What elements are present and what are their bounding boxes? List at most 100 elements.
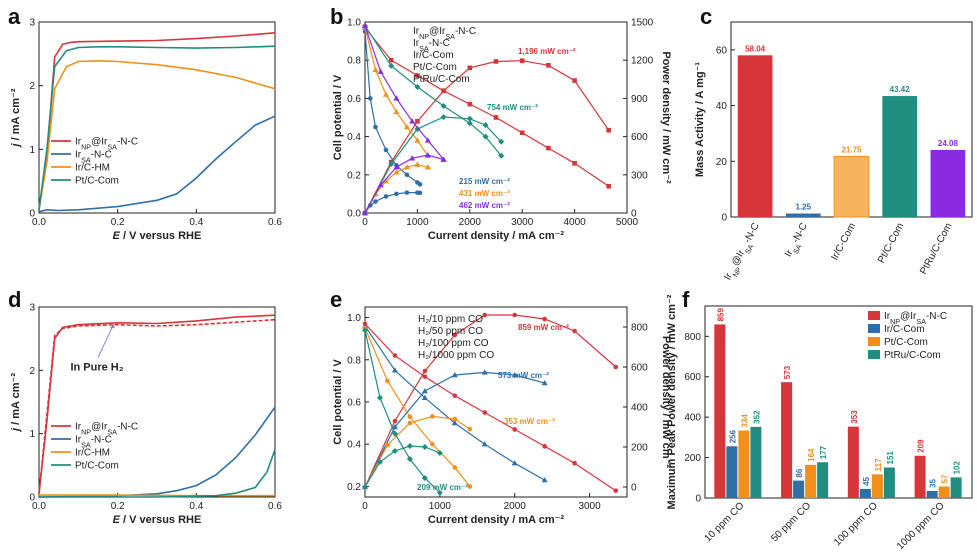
panel-b-power-point [572, 78, 577, 83]
panel-a-legend-label: IrNP@IrSA-N-C [75, 137, 138, 152]
panel-b-annotation: 215 mW cm⁻² [459, 177, 510, 186]
panel-f-category-label: 50 ppm CO [769, 500, 813, 544]
panel-d-ytick-label: 0 [29, 493, 35, 504]
panel-e-annotation: 573 mW cm⁻² [498, 371, 549, 380]
panel-e-y2tick-label: 800 [631, 323, 648, 334]
panel-f-legend-label: Ir/C-Com [884, 324, 925, 335]
panel-f-category-label: 10 ppm CO [703, 500, 747, 544]
panel-b-ytick-label: 1.0 [347, 18, 361, 29]
panel-e-power-point [385, 442, 390, 448]
panel-b-ytick-label: 0.0 [347, 209, 361, 220]
panel-b-xlabel: Current density / mA cm⁻² [428, 230, 565, 242]
panel-b-y2tick-label: 1500 [631, 18, 654, 29]
panel-e-voltage-point [481, 441, 488, 447]
panel-c-bar [737, 55, 773, 218]
panel-e-voltage-point [391, 430, 398, 437]
panel-e-power-point [613, 364, 619, 370]
panel-b-legend-label: IrSA-N-C [413, 38, 450, 53]
panel-b-voltage-point [606, 183, 611, 189]
panel-f-bar [914, 455, 926, 498]
panel-a-ytick-label: 1 [29, 145, 35, 156]
panel-b-power-point [403, 164, 410, 170]
panel-e-power-point [430, 414, 435, 419]
panel-f-bar [793, 480, 805, 498]
panel-b-voltage-point [414, 83, 421, 90]
panel-b-y2tick-label: 600 [631, 132, 648, 143]
panel-f-ytick-label: 0 [695, 494, 701, 505]
panel-b-voltage-ptru-c-com [364, 25, 445, 160]
panel-b-power-point [440, 113, 447, 120]
panel-b-power-point [409, 155, 416, 161]
panel-e-annotation: 353 mW cm⁻² [504, 417, 555, 426]
panel-f-bar [738, 430, 750, 498]
panel-b-power-point [466, 115, 473, 122]
panel-f-legend-label: PtRu/C-Com [884, 350, 941, 361]
panel-b-power-point [394, 191, 399, 197]
panel-f-ytick-label: 600 [684, 372, 701, 383]
panel-f-bar [847, 426, 859, 498]
panel-c-bar-label: 58.04 [745, 44, 766, 53]
panel-b-power-point [377, 181, 384, 188]
panel-e-voltage-point [392, 353, 398, 358]
panel-f-bar-label: 45 [862, 476, 871, 485]
panel-b-voltage-point [372, 66, 379, 72]
panel-c-ytick-label: 0 [721, 213, 727, 224]
panel-e-power-point [436, 450, 443, 456]
panel-e-voltage-point [385, 378, 390, 384]
panel-d-annotation-arrow [97, 323, 115, 358]
panel-c: c 0 20 40 60 58.04 IrNP@IrSA-N-C 1.25 IrSA-N-C 21… [694, 4, 973, 282]
panel-b-voltage-point [424, 137, 431, 143]
panel-f-legend-label: Pt/C-Com [884, 337, 928, 348]
panel-e-power-point [451, 372, 458, 378]
panel-b-y2tick-label: 300 [631, 170, 648, 181]
panel-f-bar-label: 573 [783, 365, 792, 379]
panel-b-ytick-label: 0.4 [347, 132, 361, 143]
panel-b-power-point [404, 190, 410, 195]
panel-e-voltage-h2-100-ppm-co [364, 327, 471, 487]
panel-b-power-point [441, 88, 446, 94]
panel-e-power-point [467, 426, 473, 432]
panel-f-bar [859, 488, 871, 498]
panel-e-power-point [392, 418, 398, 424]
panel-e-voltage-point [436, 489, 443, 496]
panel-d-letter: d [8, 287, 21, 312]
panel-c-letter: c [700, 4, 712, 29]
panel-f-ytick-label: 400 [684, 413, 701, 424]
panel-e-y2tick-label: 400 [631, 403, 648, 414]
panel-e-legend-label: H₂/50 ppm CO [418, 326, 483, 337]
panel-e-legend-label: H₂/10 ppm CO [418, 314, 483, 325]
panel-c-ytick-label: 60 [716, 45, 728, 56]
panel-e-power-point [422, 368, 428, 374]
panel-b-xtick-label: 5000 [616, 217, 639, 228]
panel-b-annotation: 754 mW cm⁻² [487, 103, 538, 112]
panel-b-power-point [440, 156, 447, 162]
panel-f-bar-label: 334 [740, 414, 749, 428]
panel-f-category-label: 100 ppm CO [832, 500, 880, 548]
panel-e-power-point [482, 312, 488, 318]
panel-b-power-irnp-irsa-n-c [364, 60, 610, 214]
panel-e-power-point [407, 420, 413, 426]
panel-d-annotation-arrowhead [109, 324, 115, 329]
panel-b-power-point [393, 169, 400, 175]
panel-b-xtick-label: 2000 [459, 217, 482, 228]
panel-f-bar [871, 474, 883, 498]
panel-d-xtick-label: 0.6 [268, 501, 282, 512]
panel-a-legend-label: Pt/C-Com [75, 176, 119, 187]
panel-b-power-point [519, 58, 525, 64]
panel-e-voltage-point [362, 327, 368, 334]
panel-e-voltage-point [482, 410, 488, 415]
panel-e-power-h2-1000-ppm-co [364, 445, 441, 488]
panel-b-voltage-point [414, 137, 421, 143]
panel-a-frame [38, 21, 276, 214]
panel-a-series-ir-c-hm [38, 59, 276, 210]
panel-d-xlabel: E / V versus RHE [113, 514, 202, 526]
panel-e-power-point [452, 332, 458, 338]
panel-e-power-point [572, 328, 577, 334]
panel-b-voltage-point [466, 120, 473, 127]
panel-e-letter: e [330, 287, 342, 312]
panel-b-voltage-point [572, 161, 577, 166]
panel-e-power-point [391, 424, 398, 430]
panel-d-xtick-label: 0.0 [32, 501, 46, 512]
panel-f-bar-label: 102 [953, 460, 962, 474]
